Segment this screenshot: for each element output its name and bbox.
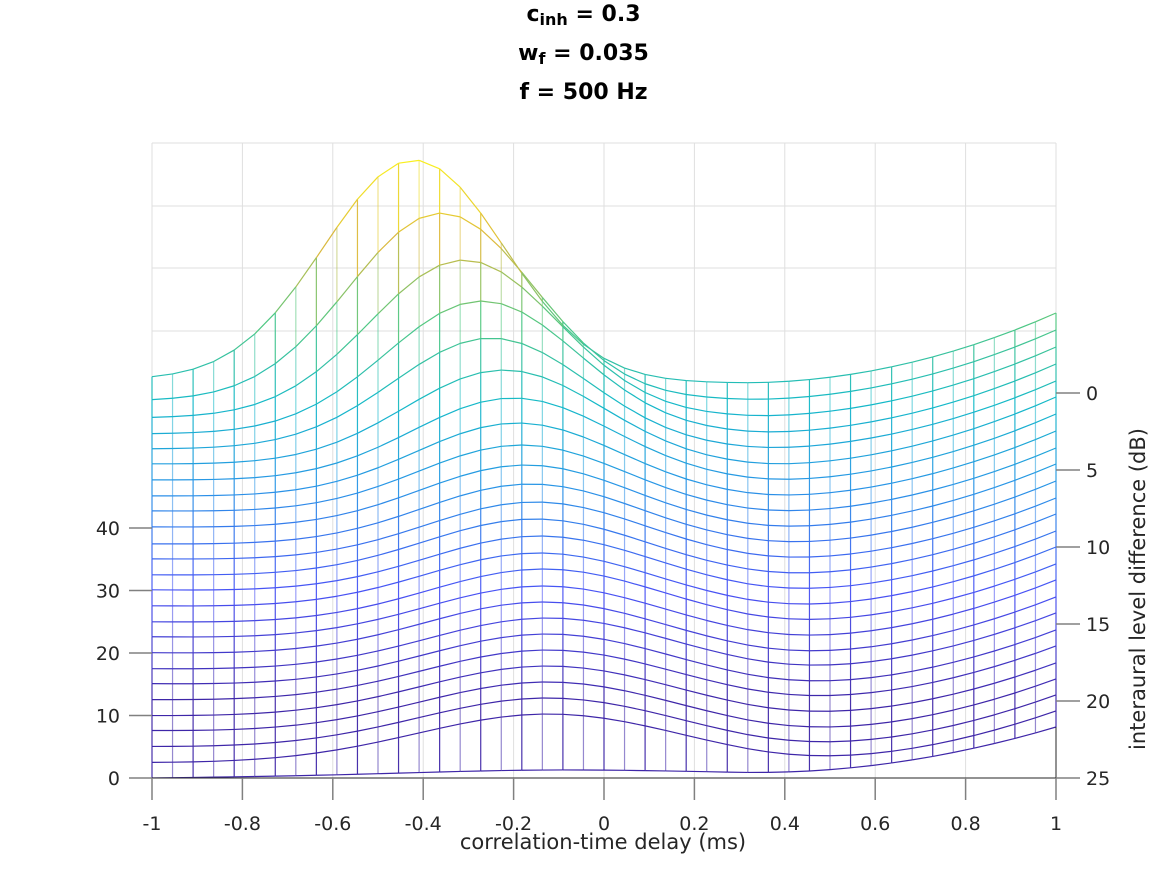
x-tick-label: -0.4: [405, 813, 442, 835]
x-axis-ticks: -1 -0.8 -0.6 -0.4 -0.2 0 0.2 0.4 0.6 0.8 1: [143, 778, 1062, 835]
z-tick-label: 40: [96, 518, 120, 540]
title-frequency: f = 500 Hz: [519, 80, 648, 105]
ild-tick-label: 0: [1086, 383, 1098, 405]
ild-tick-label: 25: [1086, 768, 1110, 790]
z-axis-ticks: 0 10 20 30 40: [96, 518, 152, 790]
title-line-wf: wf = 0.035: [0, 41, 1167, 68]
ild-tick-label: 20: [1086, 691, 1110, 713]
z-tick-label: 10: [96, 706, 120, 728]
ild-tick-label: 10: [1086, 537, 1110, 559]
background-grid: [151, 142, 1057, 778]
x-tick-label: -0.8: [224, 813, 261, 835]
z-tick-label: 30: [96, 581, 120, 603]
title-line-cinh: cinh = 0.3: [0, 2, 1167, 29]
ild-axis-ticks: 0 5 10 15 20 25: [1056, 383, 1110, 790]
title-cinh-value: = 0.3: [567, 2, 641, 27]
ild-axis-label: interaural level difference (dB): [1126, 428, 1150, 750]
x-tick-label: -0.6: [314, 813, 351, 835]
x-tick-label: 0.2: [679, 813, 709, 835]
title-wf-base: w: [518, 41, 539, 66]
title-line-frequency: f = 500 Hz: [0, 80, 1167, 105]
title-wf-value: = 0.035: [545, 41, 649, 66]
x-axis-label: correlation-time delay (ms): [460, 830, 746, 854]
x-tick-label: 0.4: [770, 813, 800, 835]
title-wf-sub: f: [538, 49, 546, 68]
x-tick-label: 0.8: [950, 813, 980, 835]
z-tick-label: 20: [96, 643, 120, 665]
surface-mesh: [151, 159, 1057, 779]
x-tick-label: -0.2: [495, 813, 532, 835]
title-cinh-base: c: [526, 2, 540, 27]
ild-tick-label: 5: [1086, 460, 1098, 482]
z-tick-label: 0: [108, 768, 120, 790]
x-tick-label: 1: [1050, 813, 1062, 835]
x-tick-label: 0: [598, 813, 610, 835]
title-cinh-sub: inh: [539, 10, 568, 29]
x-tick-label: 0.6: [860, 813, 890, 835]
x-tick-label: -1: [143, 813, 162, 835]
ild-tick-label: 15: [1086, 614, 1110, 636]
